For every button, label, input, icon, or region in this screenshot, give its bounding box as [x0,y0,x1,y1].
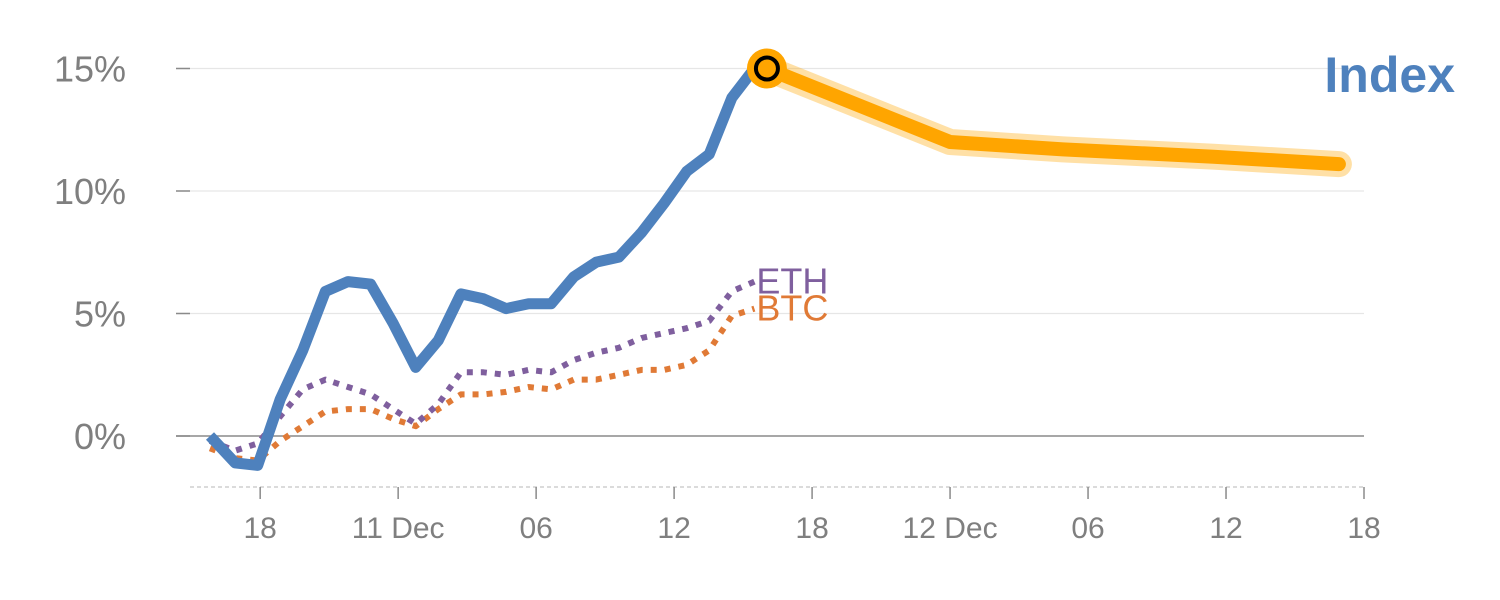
y-tick-label: 15% [54,49,126,90]
y-tick-label: 0% [74,416,126,457]
x-tick-label: 18 [243,512,276,545]
x-tick-label: 11 Dec [352,512,445,545]
x-tick-label: 12 [657,512,690,545]
x-tick-label: 18 [1347,512,1380,545]
y-tick-label: 10% [54,171,126,212]
axes: 0% 5% 10% 15% 18 11 Dec 06 12 18 12 Dec 06 12 18 [54,49,1381,546]
x-tick-label: 06 [519,512,552,545]
series-lines [205,55,1352,471]
x-tick-label: 06 [1071,512,1104,545]
peak-marker-halo [746,48,787,89]
eth-series-label: ETH [756,261,828,302]
chart-title: Index [1324,47,1455,103]
eth-line [208,278,756,454]
x-tick-label: 12 [1209,512,1242,545]
btc-series-label: BTC [756,288,828,329]
peak-marker [753,55,780,82]
index-projection-line [759,61,1346,172]
x-tick-label: 18 [795,512,828,545]
grid-lines [176,67,1364,437]
y-tick-label: 5% [74,294,126,335]
x-tick-label: 12 Dec [903,512,998,545]
index-line [205,63,767,471]
